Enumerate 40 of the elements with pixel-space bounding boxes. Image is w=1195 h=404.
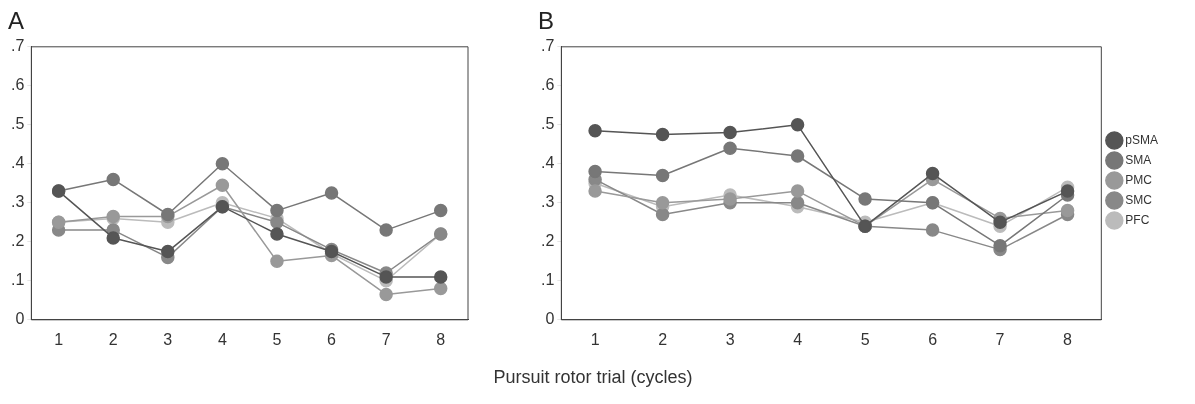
legend-label: pSMA <box>1125 132 1159 147</box>
y-tick-label: 0 <box>15 310 25 328</box>
x-tick-label: 8 <box>1063 330 1073 348</box>
y-tick-label: .7 <box>11 37 25 55</box>
legend-label: SMC <box>1125 192 1153 207</box>
x-tick-label: 2 <box>658 330 668 348</box>
y-tick-label: .5 <box>541 115 555 133</box>
chart-title: A <box>8 7 25 35</box>
x-tick-label: 7 <box>995 330 1005 348</box>
y-tick-label: .1 <box>541 271 555 289</box>
y-tick-label: .4 <box>11 154 25 172</box>
x-tick-label: 1 <box>54 330 64 348</box>
x-tick-label: 6 <box>928 330 938 348</box>
x-tick-label: 5 <box>272 330 282 348</box>
x-tick-label: 7 <box>381 330 391 348</box>
x-axis-title: Pursuit rotor trial (cycles) <box>492 367 694 388</box>
y-tick-label: .2 <box>541 232 555 250</box>
x-tick-label: 1 <box>590 330 600 348</box>
y-tick-label: .3 <box>541 193 555 211</box>
y-tick-label: .3 <box>11 193 25 211</box>
y-tick-label: .2 <box>11 232 25 250</box>
chart-title: B <box>538 7 555 35</box>
legend-label: PFC <box>1125 212 1150 227</box>
x-tick-label: 3 <box>725 330 735 348</box>
x-tick-label: 5 <box>860 330 870 348</box>
y-tick-label: .6 <box>11 76 25 94</box>
y-tick-label: 0 <box>545 310 555 328</box>
x-tick-label: 3 <box>163 330 173 348</box>
y-tick-label: .7 <box>541 37 555 55</box>
legend-label: PMC <box>1125 172 1153 187</box>
legend-label: SMA <box>1125 152 1152 167</box>
x-tick-label: 4 <box>793 330 803 348</box>
x-tick-label: 6 <box>327 330 337 348</box>
y-tick-label: .5 <box>11 115 25 133</box>
x-tick-label: 2 <box>108 330 118 348</box>
y-tick-label: .1 <box>11 271 25 289</box>
y-tick-label: .6 <box>541 76 555 94</box>
y-tick-label: .4 <box>541 154 555 172</box>
x-tick-label: 8 <box>436 330 446 348</box>
x-tick-label: 4 <box>217 330 227 348</box>
